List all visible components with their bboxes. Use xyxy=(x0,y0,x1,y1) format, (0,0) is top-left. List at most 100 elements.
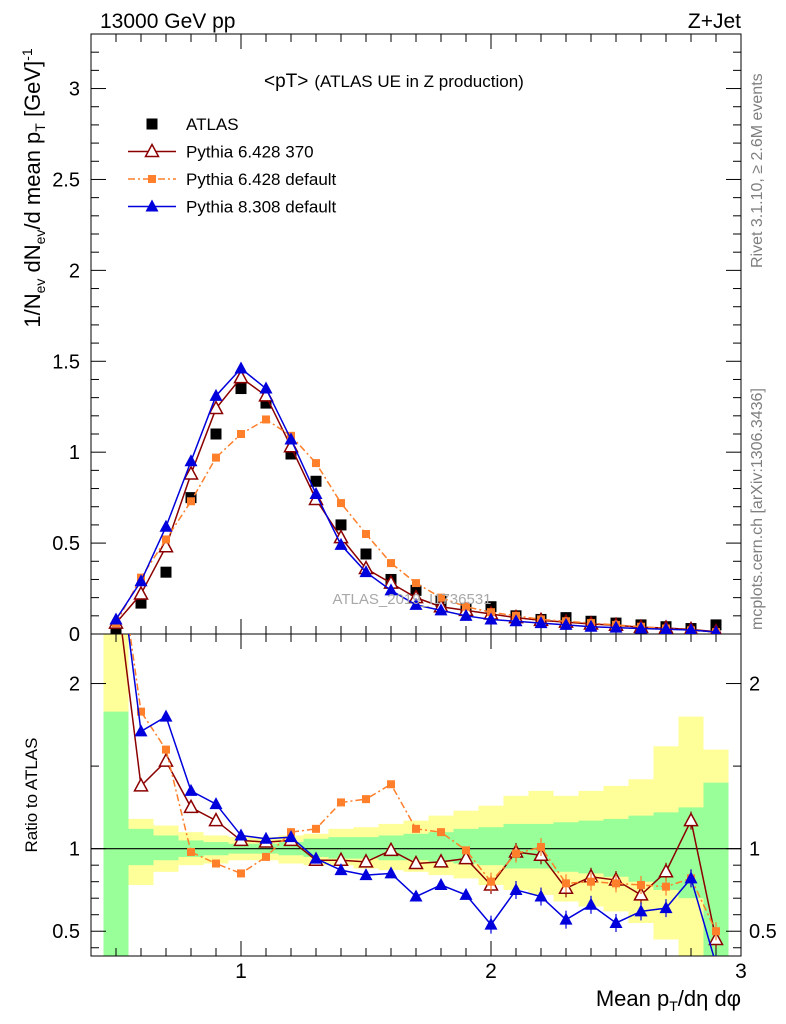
ratio-point-p6_default xyxy=(187,847,195,856)
data-point-p6_default xyxy=(237,430,245,438)
data-point-data xyxy=(285,448,297,460)
uncertainty-bands xyxy=(103,634,729,956)
ratio-y-tick-label-right: 0.5 xyxy=(749,921,777,943)
data-point-p6_default xyxy=(212,453,220,462)
ratio-point-p6_default xyxy=(312,824,320,833)
data-point-p8_default xyxy=(384,583,398,596)
data-point-data xyxy=(235,383,247,395)
data-point-p6_370 xyxy=(133,585,149,600)
header-left: 13000 GeV pp xyxy=(100,10,235,33)
x-axis-label: Mean pT/dη dφ xyxy=(596,986,741,1014)
data-point-p8_default xyxy=(459,608,473,621)
ratio-point-p6_default xyxy=(612,879,620,888)
data-point-p8_default xyxy=(685,623,697,634)
ratio-series-p8_default xyxy=(110,528,723,969)
data-point-p8_default xyxy=(209,388,223,401)
ratio-point-p6_370 xyxy=(358,853,374,868)
main-y-axis-label: 1/Nev dNev/d mean pT [GeV]-1 xyxy=(19,48,48,328)
data-point-p6_default xyxy=(337,499,345,508)
legend-entry: Pythia 6.428 370 xyxy=(128,143,314,162)
ratio-point-p6_default xyxy=(262,852,270,861)
legend-marker xyxy=(144,142,160,158)
legend-label: Pythia 8.308 default xyxy=(186,198,337,217)
band-inner-bin xyxy=(328,837,354,859)
ratio-y-tick-label: 1 xyxy=(69,839,80,861)
data-point-p8_default xyxy=(284,432,298,445)
ratio-point-p6_370 xyxy=(383,841,399,857)
ratio-point-p8_default xyxy=(234,828,248,841)
band-inner-bin xyxy=(478,827,504,866)
legend-label: Pythia 6.428 370 xyxy=(186,143,314,162)
ratio-point-p8_default xyxy=(609,915,623,928)
ratio-point-p6_default xyxy=(712,927,720,936)
ratio-point-p6_default xyxy=(662,882,670,891)
legend-entry: ATLAS xyxy=(146,115,239,134)
data-point-p8_default xyxy=(634,621,648,634)
ratio-series xyxy=(110,528,724,969)
ratio-point-p6_370 xyxy=(658,863,674,878)
data-point-p6_default xyxy=(262,415,270,424)
ratio-point-p6_default xyxy=(537,843,545,852)
ratio-point-p8_default xyxy=(259,831,273,844)
ratio-point-p8_default xyxy=(110,528,123,540)
legend-marker xyxy=(145,199,159,212)
data-point-data xyxy=(135,597,147,609)
band-inner-bin xyxy=(128,828,154,866)
ratio-point-p8_default xyxy=(359,868,373,881)
data-point-p8_default xyxy=(134,574,148,587)
ratio-point-p6_default xyxy=(337,798,345,807)
main-y-tick-label: 1.5 xyxy=(52,351,80,373)
legend-label: ATLAS xyxy=(186,115,239,134)
ratio-point-p6_370 xyxy=(110,577,123,589)
ratio-point-p8_default xyxy=(384,866,398,879)
data-point-p6_default xyxy=(162,535,170,544)
ratio-point-p8_default xyxy=(534,889,548,902)
ratio-point-p6_370 xyxy=(133,777,149,792)
ratio-point-p6_370 xyxy=(408,854,424,870)
series-p8_default xyxy=(109,361,721,634)
ratio-point-p6_default xyxy=(462,846,470,855)
data-point-p8_default xyxy=(309,487,323,499)
data-point-p8_default xyxy=(234,361,248,374)
data-point-p6_default xyxy=(437,593,445,602)
data-point-p8_default xyxy=(359,565,373,578)
data-point-p8_default xyxy=(609,620,623,633)
main-title: <pT> (ATLAS UE in Z production) xyxy=(264,71,524,92)
main-y-tick-label: 1 xyxy=(69,442,80,464)
ratio-y-tick-label-right: 1 xyxy=(749,839,760,861)
x-tick-label: 1 xyxy=(235,960,247,983)
data-point-p6_default xyxy=(462,602,470,611)
band-inner-bin xyxy=(103,711,129,956)
x-tick-label: 3 xyxy=(735,960,747,983)
ratio-point-p6_370 xyxy=(683,812,699,827)
rivet-version-label: Rivet 3.1.10, ≥ 2.6M events xyxy=(749,73,766,268)
data-point-p8_default xyxy=(711,625,721,634)
axis-ticks: 1 2 300.511.522.530.5 0.51 12 2 xyxy=(52,34,777,983)
ratio-point-p6_370 xyxy=(208,812,224,827)
data-point-p8_default xyxy=(484,612,498,625)
legend-entry: Pythia 6.428 default xyxy=(128,170,337,189)
data-point-p8_default xyxy=(409,597,423,610)
ratio-point-p8_default xyxy=(284,830,298,843)
ratio-point-p6_370 xyxy=(183,798,199,814)
data-point-data xyxy=(310,475,322,487)
ratio-point-p6_default xyxy=(362,795,370,804)
data-point-p6_370 xyxy=(183,465,199,480)
data-point-p8_default xyxy=(184,454,198,467)
ratio-point-p8_default xyxy=(710,957,723,969)
main-title-sub: (ATLAS UE in Z production) xyxy=(314,72,523,91)
band-inner-bin xyxy=(153,835,179,861)
ratio-point-p6_default xyxy=(237,869,245,878)
x-tick-label: 2 xyxy=(485,960,497,983)
data-point-p6_370 xyxy=(233,369,249,384)
mcplots-source-label: mcplots.cern.ch [arXiv:1306.3436] xyxy=(749,388,766,630)
ratio-point-p6_default xyxy=(112,531,120,539)
ratio-point-p8_default xyxy=(484,917,498,930)
data-point-p8_default xyxy=(434,603,448,616)
main-y-tick-label: 0 xyxy=(69,624,80,646)
series-layer xyxy=(108,361,724,969)
ratio-point-p8_default xyxy=(634,904,648,917)
ratio-point-p8_default xyxy=(334,863,348,876)
ratio-point-p6_default xyxy=(212,859,220,868)
ratio-point-p6_default xyxy=(587,877,595,886)
